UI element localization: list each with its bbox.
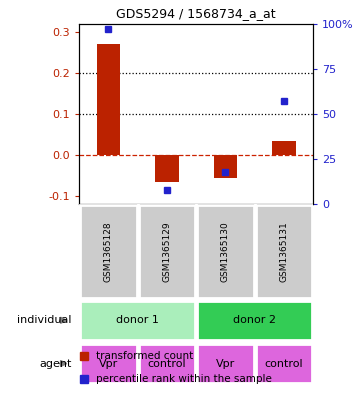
Bar [197,301,312,340]
Text: control: control [265,358,303,369]
Bar [272,141,296,155]
Bar [80,301,195,340]
Title: GDS5294 / 1568734_a_at: GDS5294 / 1568734_a_at [116,7,276,20]
Text: agent: agent [40,358,72,369]
Bar [97,44,120,155]
Text: transformed count: transformed count [96,351,193,361]
Bar [214,155,237,178]
Bar [197,205,253,298]
Text: GSM1365131: GSM1365131 [279,221,288,282]
Bar [256,205,312,298]
Text: GSM1365128: GSM1365128 [104,221,113,282]
Text: GSM1365130: GSM1365130 [221,221,230,282]
Bar [139,205,195,298]
Text: individual: individual [18,315,72,325]
Bar [80,344,136,383]
Bar [197,344,253,383]
Text: donor 1: donor 1 [116,315,159,325]
Bar [139,344,195,383]
Text: Vpr: Vpr [216,358,235,369]
Text: Vpr: Vpr [99,358,118,369]
Text: percentile rank within the sample: percentile rank within the sample [96,374,271,384]
Bar [80,205,136,298]
Bar [256,344,312,383]
Text: GSM1365129: GSM1365129 [162,221,171,282]
Text: control: control [148,358,186,369]
Bar [155,155,179,182]
Text: donor 2: donor 2 [233,315,276,325]
